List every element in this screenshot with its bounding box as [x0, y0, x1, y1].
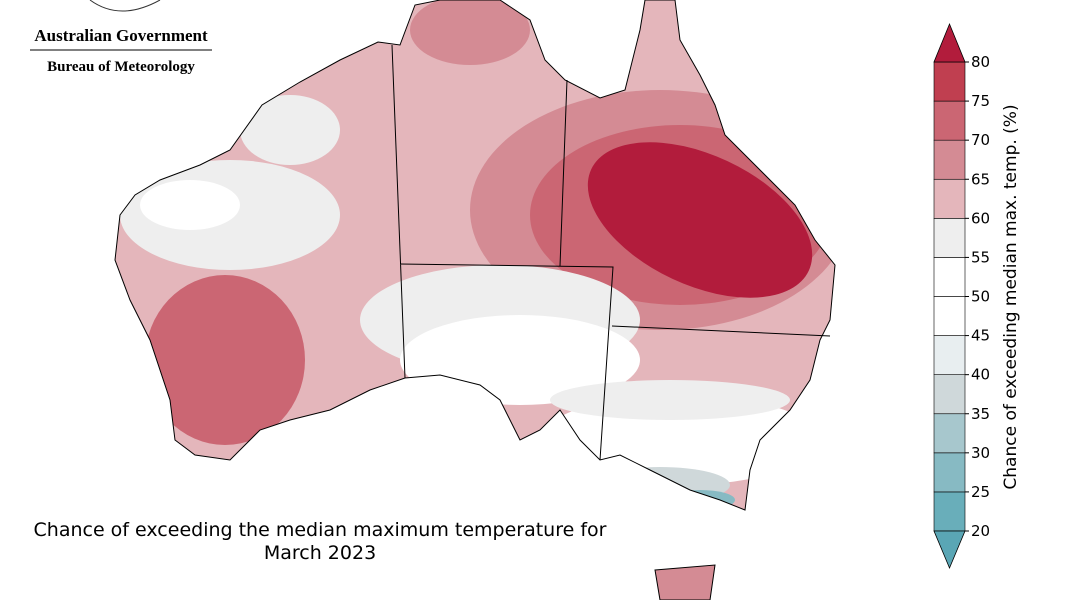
colorbar-segment: [933, 374, 966, 415]
colorbar-tick-label: 35: [971, 405, 990, 423]
colorbar-segment: [933, 61, 966, 102]
colorbar-extend-high: [933, 22, 966, 63]
colorbar-segment: [933, 178, 966, 219]
logo-crest: [89, 0, 161, 12]
colorbar-tick-label: 55: [971, 248, 990, 266]
colorbar-tick-label: 65: [971, 170, 990, 188]
map-title: March 2023: [264, 542, 376, 564]
colorbar-segment: [933, 218, 966, 258]
colorbar-label: Chance of exceeding median max. temp. (%…: [1001, 104, 1021, 489]
colorbar-tick-label: 40: [971, 366, 990, 384]
colorbar-tick-label: 25: [971, 483, 990, 501]
gov-name: Australian Government: [34, 26, 208, 45]
colorbar-segment: [933, 335, 966, 375]
colorbar-segment: [933, 257, 966, 297]
coastline: [114, 0, 836, 600]
colorbar-segment: [933, 100, 966, 141]
bureau-name: Bureau of Meteorology: [47, 59, 195, 75]
map-title: Chance of exceeding the median maximum t…: [34, 519, 607, 541]
state-borders: [391, 44, 831, 461]
map-fill: [115, 0, 835, 600]
colorbar-tick-label: 20: [971, 522, 990, 540]
colorbar-tick-label: 50: [971, 288, 990, 306]
colorbar-tick-label: 75: [971, 92, 990, 110]
colorbar-segment: [933, 452, 966, 493]
colorbar-segment: [933, 491, 966, 532]
colorbar-extend-low: [933, 530, 966, 570]
colorbar-tick-label: 70: [971, 131, 990, 149]
colorbar-tick-label: 80: [971, 53, 990, 71]
colorbar-segment: [933, 296, 966, 336]
colorbar-segment: [933, 139, 966, 180]
colorbar-tick-label: 30: [971, 444, 990, 462]
colorbar-segment: [933, 413, 966, 454]
colorbar: 20 25 30 35 40 45 50 55 60 65 70 75 80: [933, 22, 990, 570]
colorbar-tick-label: 60: [971, 209, 990, 227]
colorbar-tick-label: 45: [971, 327, 990, 345]
